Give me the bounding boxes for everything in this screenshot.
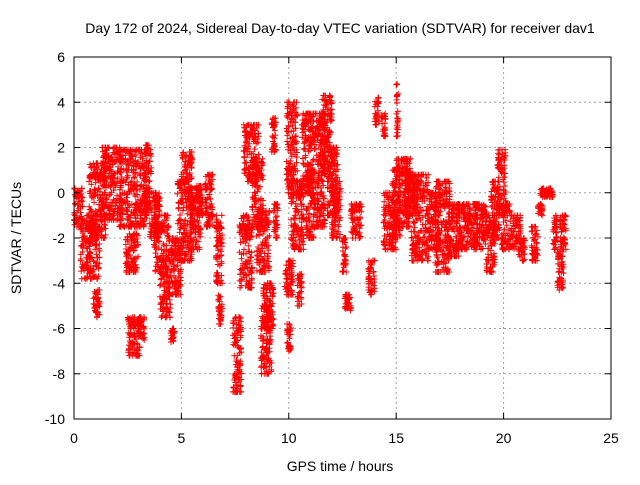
data-point bbox=[147, 178, 153, 184]
data-point bbox=[394, 81, 400, 87]
chart-title: Day 172 of 2024, Sidereal Day-to-day VTE… bbox=[85, 20, 595, 36]
data-point bbox=[248, 254, 254, 260]
data-point bbox=[274, 213, 280, 219]
data-point bbox=[99, 145, 105, 151]
data-point bbox=[123, 269, 129, 275]
data-point bbox=[174, 191, 180, 197]
data-point bbox=[238, 389, 244, 395]
data-point bbox=[93, 251, 99, 257]
data-point bbox=[382, 111, 388, 117]
data-point bbox=[217, 321, 223, 327]
data-point bbox=[188, 149, 194, 155]
data-point bbox=[340, 268, 346, 274]
data-point bbox=[215, 243, 221, 249]
data-point bbox=[285, 129, 291, 135]
data-point bbox=[292, 212, 298, 218]
data-point bbox=[246, 243, 252, 249]
data-point bbox=[394, 133, 400, 139]
data-point bbox=[273, 235, 279, 241]
data-point bbox=[284, 133, 290, 139]
data-point bbox=[242, 166, 248, 172]
data-point bbox=[79, 276, 85, 282]
data-point bbox=[243, 160, 249, 166]
data-point bbox=[176, 205, 182, 211]
data-point bbox=[219, 212, 225, 218]
data-point bbox=[266, 208, 272, 214]
data-point bbox=[96, 186, 102, 192]
data-point bbox=[252, 146, 258, 152]
data-point bbox=[177, 212, 183, 218]
data-point bbox=[207, 196, 213, 202]
data-point bbox=[255, 130, 261, 136]
data-point bbox=[393, 82, 399, 88]
